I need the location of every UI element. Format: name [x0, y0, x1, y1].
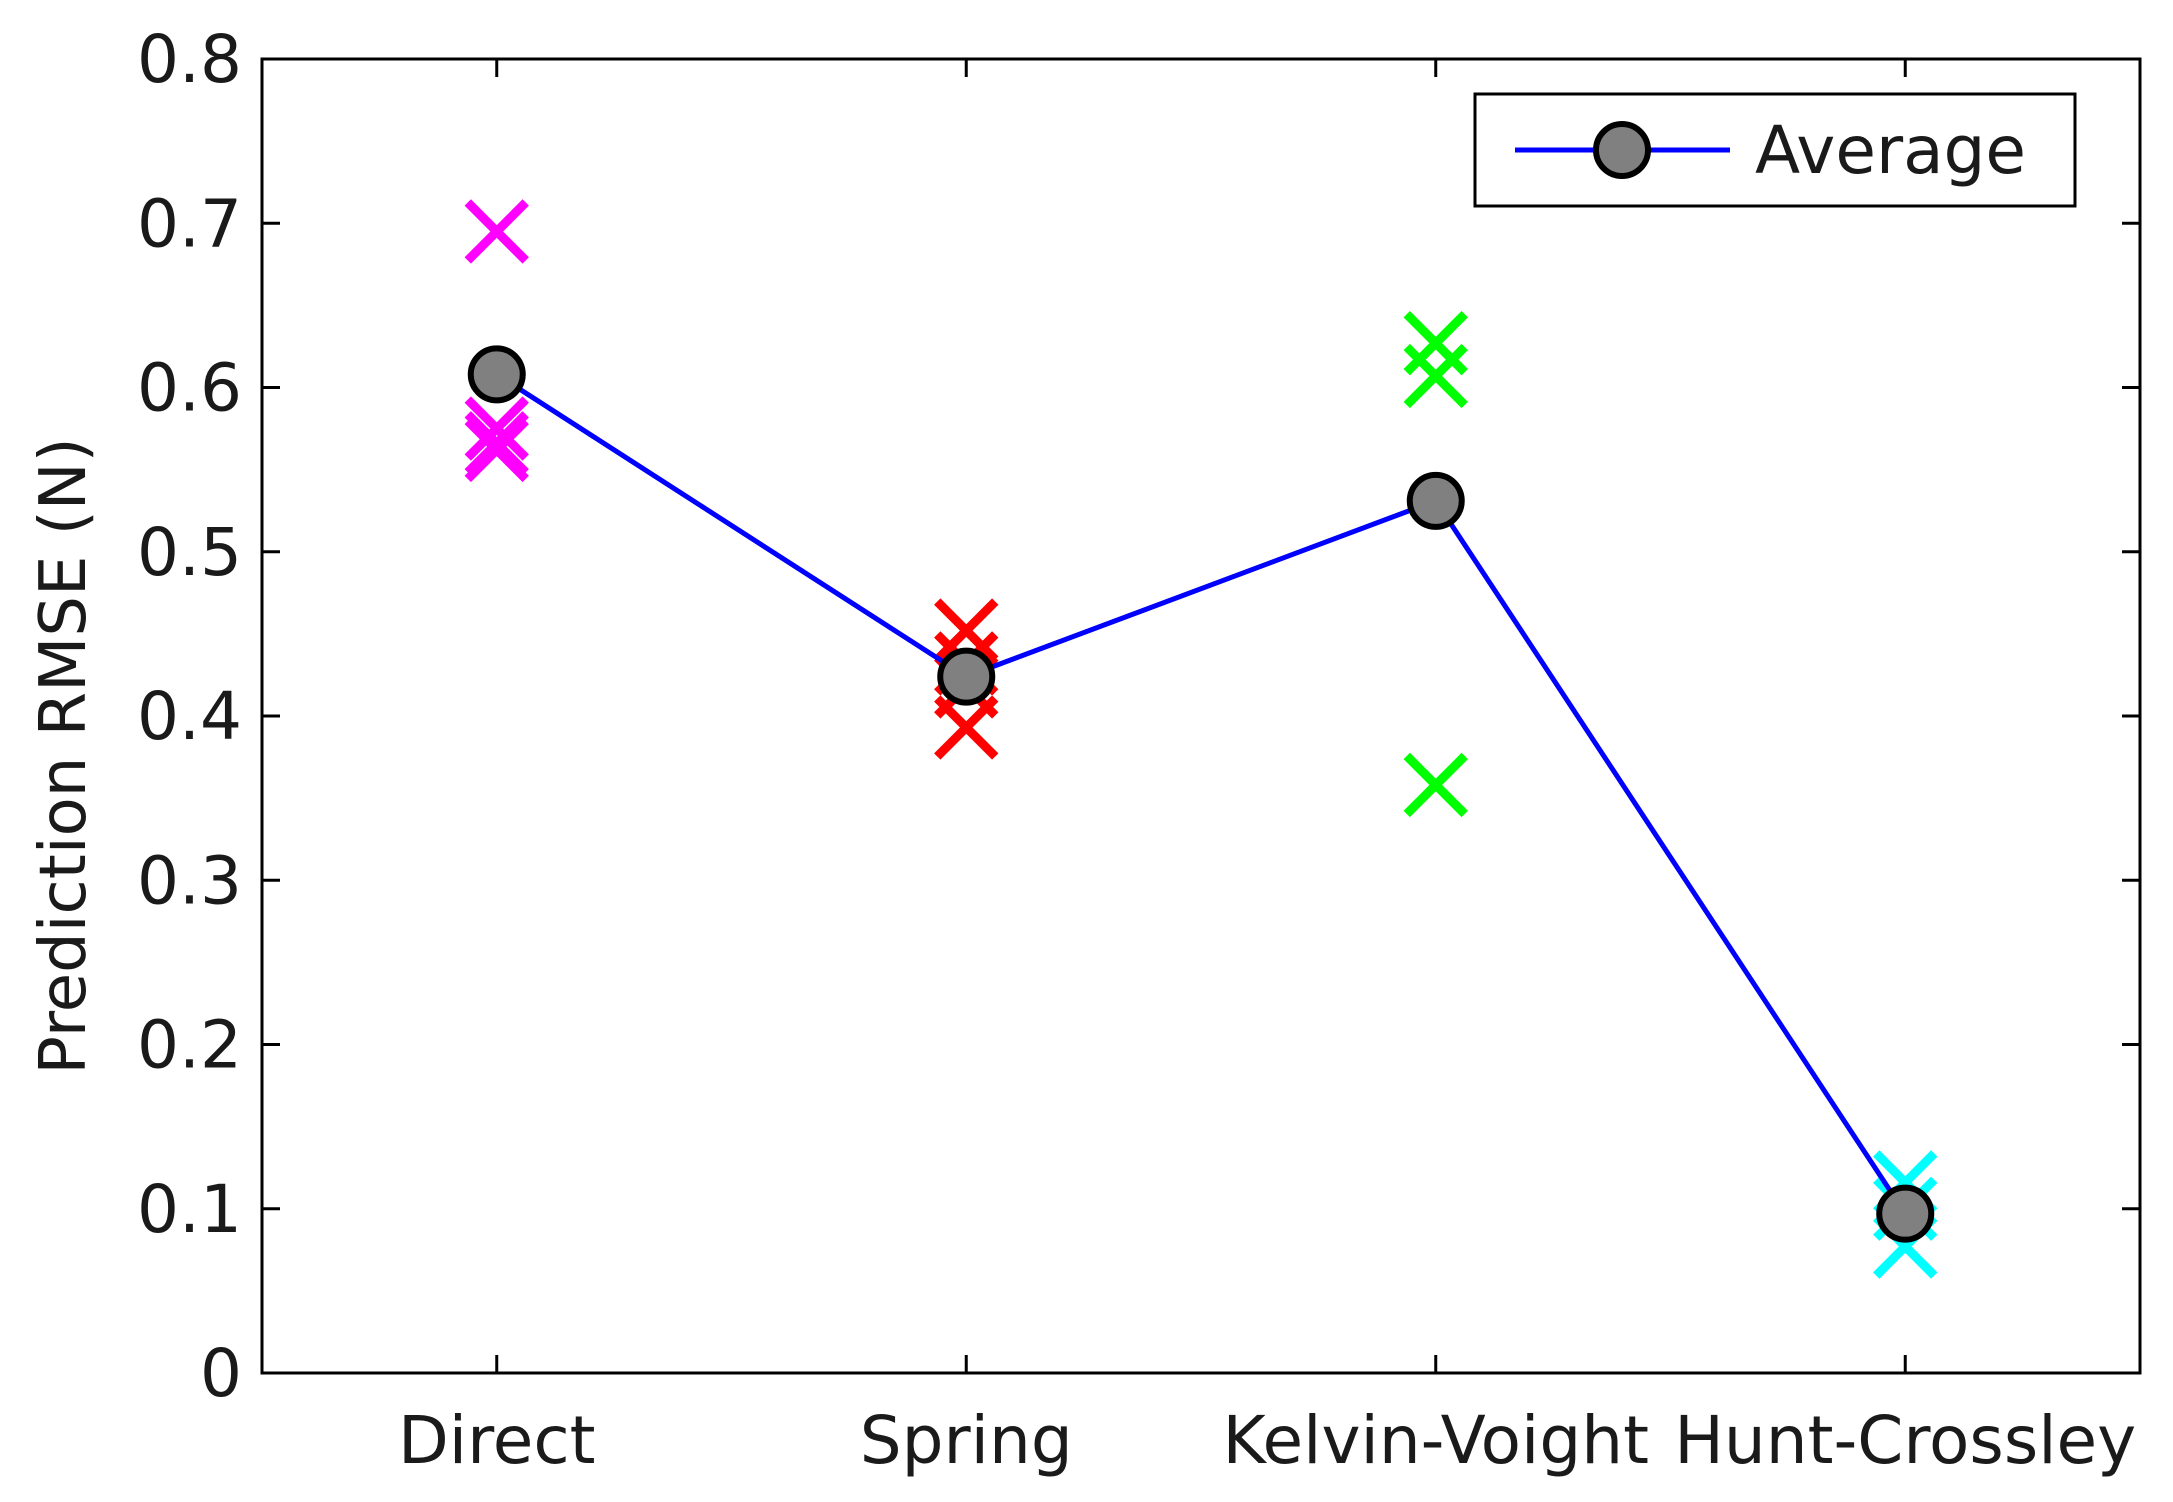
axis-ticks	[262, 57, 2140, 1375]
x-tick-label: Kelvin-Voight	[1223, 1402, 1649, 1479]
y-axis-label: Prediction RMSE (N)	[27, 437, 101, 1074]
x-tick-label: Direct	[398, 1402, 596, 1479]
plot-marks	[464, 199, 1938, 1279]
y-tick-label: 0	[200, 1335, 242, 1412]
average-marker	[1876, 1184, 1935, 1243]
trial-x-stroke	[464, 417, 529, 483]
trial-x-marker	[464, 417, 529, 483]
legend-marker-sample	[1593, 121, 1651, 179]
trial-x-stroke	[464, 199, 529, 264]
y-tick-label: 0.3	[137, 842, 242, 919]
trial-x-marker	[934, 695, 999, 760]
y-tick-label: 0.6	[137, 350, 242, 427]
x-tick-labels: Direct Spring Kelvin-Voight Hunt-Crossley	[398, 1402, 2136, 1479]
y-tick-labels: 0 0.1 0.2 0.3 0.4 0.5 0.6 0.7 0.8	[137, 21, 242, 1412]
trial-x-marker	[464, 396, 529, 461]
trial-x-marker	[464, 411, 529, 476]
y-tick-label: 0.2	[137, 1007, 242, 1084]
y-tick-label: 0.4	[137, 678, 242, 755]
trial-x-stroke	[934, 695, 999, 760]
trial-x-stroke	[464, 411, 529, 476]
y-tick-label: 0.7	[137, 185, 242, 262]
trial-x-marker	[1403, 310, 1468, 376]
average-marker	[1406, 471, 1465, 530]
x-tick-label: Hunt-Crossley	[1674, 1402, 2136, 1479]
average-series-line	[495, 372, 1908, 1216]
legend-label-average: Average	[1755, 112, 2026, 189]
y-tick-label: 0.5	[137, 514, 242, 591]
trial-x-marker	[464, 199, 529, 264]
x-tick-label: Spring	[860, 1402, 1073, 1479]
trial-x-marker	[1403, 752, 1468, 818]
legend: Average	[1473, 92, 2077, 208]
trial-x-stroke	[1403, 343, 1468, 409]
trial-x-stroke	[1403, 752, 1468, 818]
plot-frame	[260, 57, 2142, 1375]
y-tick-label: 0.1	[137, 1171, 242, 1248]
trial-x-stroke	[464, 396, 529, 461]
average-marker	[937, 647, 996, 706]
y-tick-label: 0.8	[137, 21, 242, 98]
trial-x-marker	[1403, 343, 1468, 409]
average-marker	[467, 345, 526, 404]
